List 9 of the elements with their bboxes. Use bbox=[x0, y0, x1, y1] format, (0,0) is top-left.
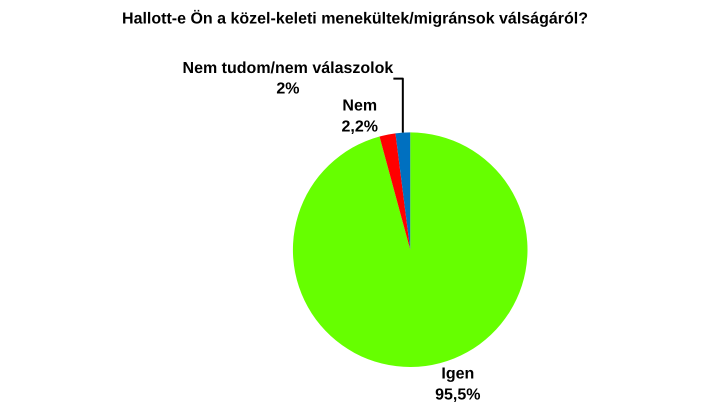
chart-title: Hallott-e Ön a közel-keleti menekültek/migránsok válságáról? bbox=[122, 9, 588, 28]
pie-slice bbox=[380, 133, 410, 250]
data-label: 95,5% bbox=[435, 386, 481, 404]
data-label: 2,2% bbox=[342, 118, 378, 136]
data-label: 2% bbox=[276, 80, 300, 98]
slice-label: Nem tudom/nem válaszolok bbox=[182, 60, 394, 77]
pie-slice bbox=[292, 132, 528, 367]
slice-label: Nem bbox=[342, 98, 378, 115]
slice-label: Igen bbox=[441, 366, 474, 383]
